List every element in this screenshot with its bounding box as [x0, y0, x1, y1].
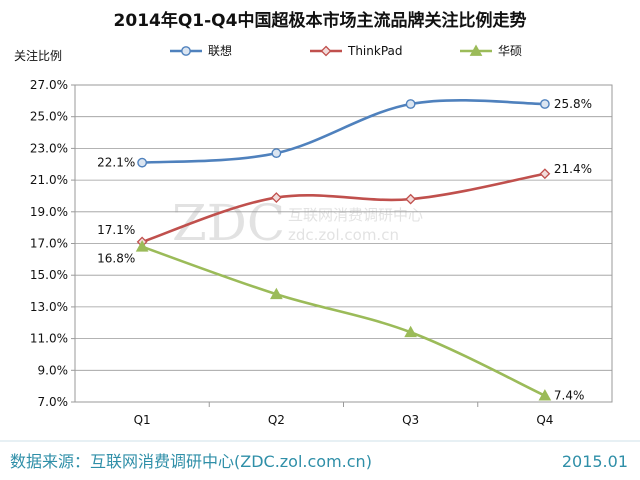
data-point — [270, 192, 282, 203]
data-label: 17.1% — [97, 223, 135, 237]
legend-label: 联想 — [208, 43, 232, 58]
data-point — [539, 168, 551, 180]
y-tick-label: 25.0% — [30, 110, 68, 124]
y-tick-label: 17.0% — [30, 237, 68, 251]
watermark-line2: zdc.zol.com.cn — [288, 226, 399, 244]
legend-item: 华硕 — [460, 44, 522, 58]
y-tick-label: 15.0% — [30, 268, 68, 282]
legend-swatch-marker — [320, 45, 332, 57]
data-labels: 22.1% 25.8% 17.1% 21.4% 16.8% 7.4% — [97, 97, 592, 403]
x-axis-ticks: Q1 Q2 Q3 Q4 — [134, 413, 554, 427]
data-label: 21.4% — [554, 162, 592, 176]
y-tick-label: 21.0% — [30, 173, 68, 187]
x-tick-label: Q3 — [402, 413, 419, 427]
watermark: ZDC 互联网消费调研中心 zdc.zol.com.cn — [172, 194, 423, 252]
y-axis-ticks: 7.0% 9.0% 11.0% 13.0% 15.0% 17.0% 19.0% 21.0% 23… — [30, 78, 68, 409]
legend-label: 华硕 — [498, 44, 522, 58]
legend: 联想 ThinkPad 华硕 — [170, 43, 522, 58]
data-point — [405, 99, 416, 109]
data-point — [539, 99, 550, 109]
series-2 — [136, 168, 551, 248]
data-label: 16.8% — [97, 252, 135, 266]
x-tick-label: Q1 — [134, 413, 151, 427]
legend-label: ThinkPad — [347, 44, 403, 58]
x-tick-label: Q2 — [268, 413, 285, 427]
data-label: 25.8% — [554, 97, 592, 111]
series-3 — [135, 240, 552, 401]
data-point — [137, 157, 148, 168]
series-1 — [137, 99, 550, 168]
footer-date: 2015.01 — [562, 452, 628, 471]
y-axis-label: 关注比例 — [14, 48, 62, 63]
legend-swatch-marker — [469, 44, 483, 56]
series-line — [142, 99, 545, 164]
watermark-line1: 互联网消费调研中心 — [288, 206, 423, 224]
y-tick-label: 13.0% — [30, 300, 68, 314]
footer-source: 数据来源：互联网消费调研中心(ZDC.zol.com.cn) — [10, 452, 372, 471]
data-point — [538, 389, 552, 401]
data-point — [271, 148, 282, 159]
data-point — [135, 240, 149, 252]
legend-swatch-marker — [181, 46, 191, 56]
y-tick-label: 9.0% — [38, 363, 69, 377]
y-tick-label: 19.0% — [30, 205, 68, 219]
data-point — [405, 193, 417, 205]
data-point — [270, 287, 283, 300]
y-tick-label: 11.0% — [30, 332, 68, 346]
chart-title: 2014年Q1-Q4中国超极本市场主流品牌关注比例走势 — [114, 10, 527, 31]
grid — [71, 84, 613, 407]
series-line — [141, 172, 546, 244]
y-tick-label: 27.0% — [30, 78, 68, 92]
series-line — [141, 245, 546, 397]
legend-item: ThinkPad — [310, 44, 403, 58]
data-point — [404, 325, 417, 338]
x-tick-label: Q4 — [536, 413, 553, 427]
data-label: 7.4% — [554, 389, 585, 403]
series — [135, 99, 552, 401]
data-label: 22.1% — [97, 156, 135, 170]
y-tick-label: 23.0% — [30, 141, 68, 155]
legend-item: 联想 — [170, 43, 232, 58]
y-tick-label: 7.0% — [38, 395, 69, 409]
